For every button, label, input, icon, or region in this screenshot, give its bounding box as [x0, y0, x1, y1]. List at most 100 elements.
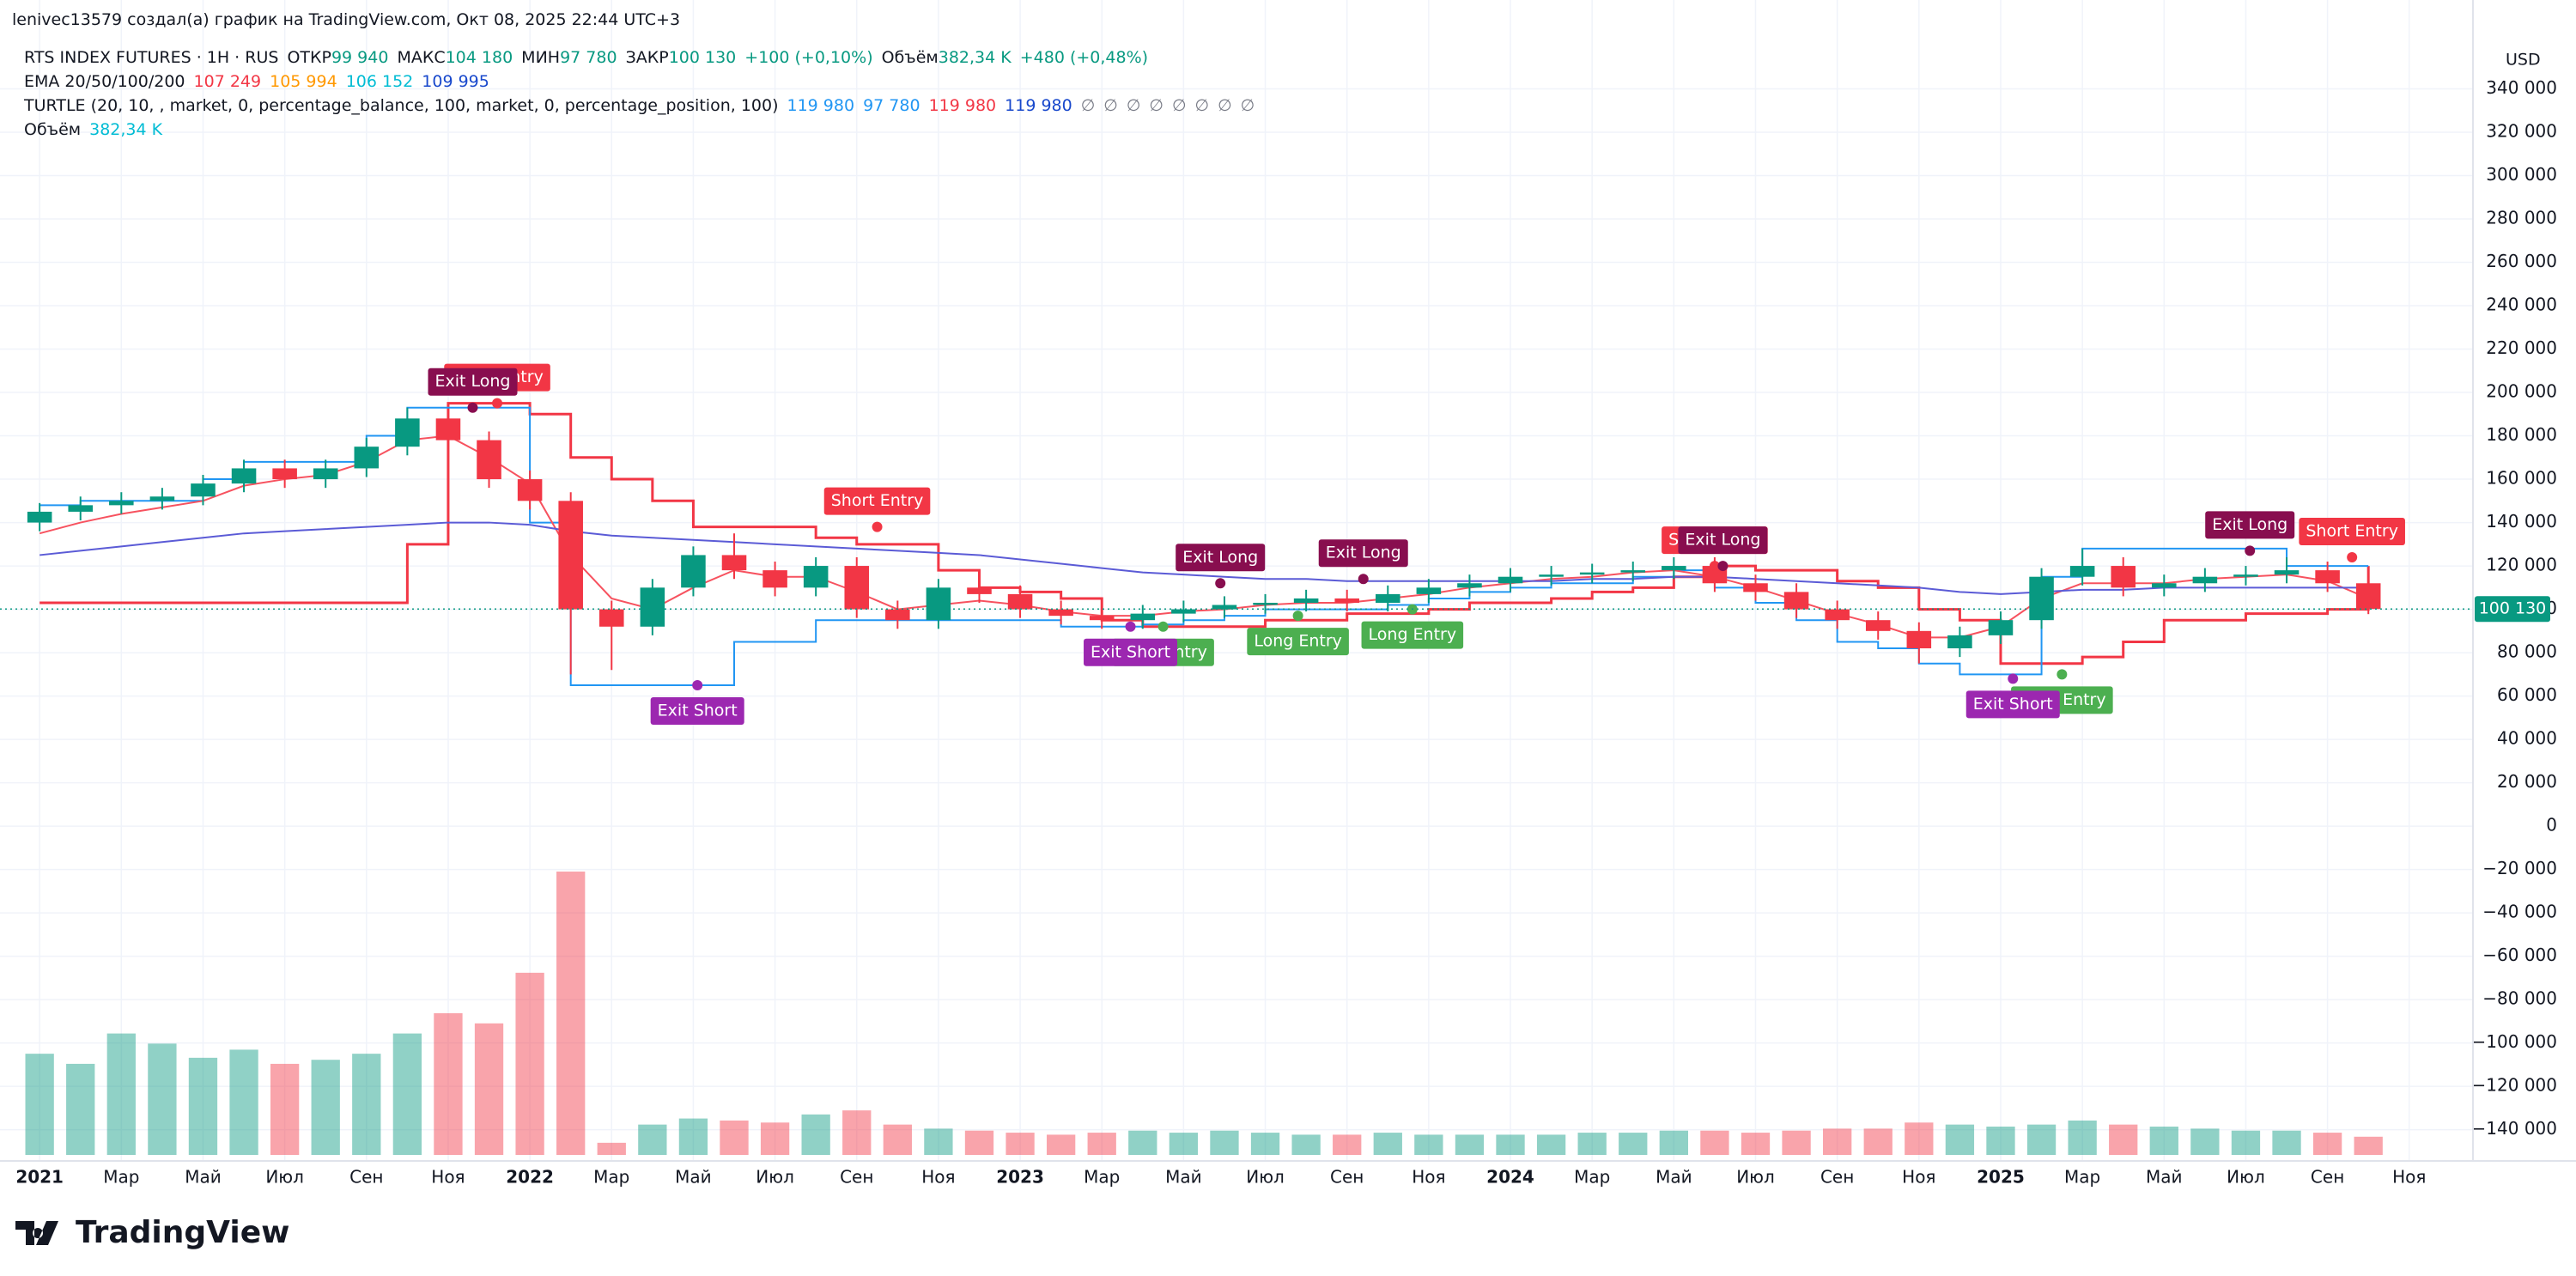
- signal-box: [2299, 517, 2405, 545]
- signal-label: Short Entry: [831, 491, 924, 510]
- volume-bar: [1741, 1133, 1771, 1155]
- value: 99 940: [331, 48, 389, 67]
- volume-bar: [2312, 1133, 2342, 1155]
- x-tick-label: Июл: [2227, 1167, 2265, 1188]
- volume-bar: [638, 1124, 667, 1155]
- signal-dot: [2347, 551, 2358, 562]
- signal-label: Exit Long: [1182, 548, 1258, 567]
- ema-row: EMA 20/50/100/200 107 249 105 994 106 15…: [24, 72, 489, 91]
- signal-dot: [2245, 545, 2256, 556]
- candle-body: [2152, 583, 2177, 588]
- y-tick-label: 0: [2546, 815, 2557, 835]
- candle-body: [1498, 576, 1523, 584]
- x-tick-label: Сен: [349, 1167, 383, 1188]
- signal: Long Entry: [1361, 604, 1464, 649]
- volume-bar: [1005, 1133, 1035, 1155]
- volume-bar: [1087, 1133, 1116, 1155]
- y-tick-label: 260 000: [2486, 251, 2557, 271]
- signal-dot: [2008, 673, 2019, 684]
- label: Объём: [24, 120, 82, 139]
- value: 109 995: [422, 72, 489, 91]
- signal-dot: [492, 398, 503, 409]
- volume-bar: [352, 1054, 381, 1155]
- signal: Short Entry: [2299, 517, 2405, 562]
- y-tick-label: −140 000: [2472, 1118, 2557, 1139]
- volume-bar: [1210, 1130, 1239, 1155]
- logo[interactable]: TradingView: [15, 1215, 289, 1250]
- label: МИН: [521, 48, 561, 67]
- x-tick-label: 2022: [506, 1167, 554, 1188]
- signal-label: Long Entry: [1254, 632, 1342, 651]
- value: 106 152: [345, 72, 414, 91]
- signal-label: Exit Long: [1685, 531, 1760, 550]
- volume-bar: [270, 1063, 300, 1155]
- candle-body: [191, 483, 216, 497]
- y-tick-label: 280 000: [2486, 208, 2557, 228]
- x-tick-label: Мар: [1574, 1167, 1610, 1188]
- x-tick-label: Май: [1165, 1167, 1202, 1188]
- signal-label: Exit Long: [2212, 515, 2287, 534]
- signal-label: Exit Short: [658, 701, 738, 720]
- label: ЗАКР: [625, 48, 669, 67]
- x-tick-label: Май: [1656, 1167, 1692, 1188]
- change: +100 (+0,10%): [744, 48, 873, 67]
- volume-bar: [597, 1142, 626, 1155]
- candle-body: [1130, 613, 1156, 621]
- volume-bar: [1986, 1127, 2015, 1155]
- y-tick-label: −120 000: [2472, 1075, 2557, 1096]
- candle-body: [721, 555, 747, 571]
- x-tick-label: Июл: [756, 1167, 794, 1188]
- plot-area: Short Entry Exit Long Exit Short Short Entr…: [0, 0, 2473, 1161]
- value: 97 780: [863, 96, 920, 115]
- volume-bar: [2272, 1130, 2301, 1155]
- candle-body: [2315, 570, 2340, 584]
- candle-body: [2192, 576, 2218, 584]
- y-tick-label: 340 000: [2486, 77, 2557, 98]
- indicator-line: [39, 521, 2369, 595]
- volume-bar: [1700, 1130, 1729, 1155]
- x-tick-label: Мар: [593, 1167, 629, 1188]
- value: ∅: [1218, 96, 1232, 115]
- volume-bar: [1414, 1134, 1443, 1155]
- y-tick-label: 80 000: [2497, 641, 2557, 662]
- x-tick-label: Июл: [1246, 1167, 1285, 1188]
- volume-bar: [2068, 1120, 2097, 1155]
- change: +480 (+0,48%): [1019, 48, 1149, 67]
- signal-box: [650, 696, 744, 725]
- label: EMA 20/50/100/200: [24, 72, 185, 91]
- signal: Exit Long: [428, 368, 518, 413]
- currency: USD: [2506, 51, 2541, 70]
- volume-bar: [964, 1130, 994, 1155]
- x-tick-label: Сен: [2311, 1167, 2344, 1188]
- y-tick-label: −80 000: [2482, 988, 2557, 1009]
- candle-body: [2029, 576, 2054, 621]
- label: МАКС: [397, 48, 446, 67]
- value: 104 180: [445, 48, 513, 67]
- volume-bar: [434, 1013, 463, 1155]
- signal-label: Exit Long: [1326, 544, 1401, 562]
- last-price-label: 100 130: [2479, 599, 2547, 618]
- signal: Exit Short: [1965, 673, 2060, 719]
- candle-body: [1743, 583, 1768, 592]
- signal-box: [823, 487, 931, 515]
- signal-dot: [1125, 621, 1136, 632]
- value: ∅: [1240, 96, 1255, 115]
- signal-dot: [1215, 578, 1226, 589]
- signal-label: Exit Long: [434, 372, 510, 391]
- signal-box: [1361, 621, 1464, 649]
- volume-bar: [474, 1023, 504, 1155]
- volume-bar: [1782, 1130, 1811, 1155]
- candle-body: [109, 501, 134, 506]
- candle-body: [231, 468, 257, 484]
- volume-bar: [1823, 1128, 1852, 1155]
- candle-body: [1334, 598, 1359, 603]
- value: ∅: [1194, 96, 1210, 115]
- volume-bar: [1169, 1133, 1199, 1155]
- signal-dot: [692, 679, 703, 690]
- y-tick-label: 320 000: [2486, 121, 2557, 142]
- volume-bar: [2354, 1136, 2383, 1155]
- x-tick-label: Ноя: [1902, 1167, 1935, 1188]
- label: TURTLE (20, 10, , market, 0, percentage_…: [24, 96, 779, 115]
- volume-bar: [801, 1114, 830, 1155]
- volume-bar: [2231, 1130, 2261, 1155]
